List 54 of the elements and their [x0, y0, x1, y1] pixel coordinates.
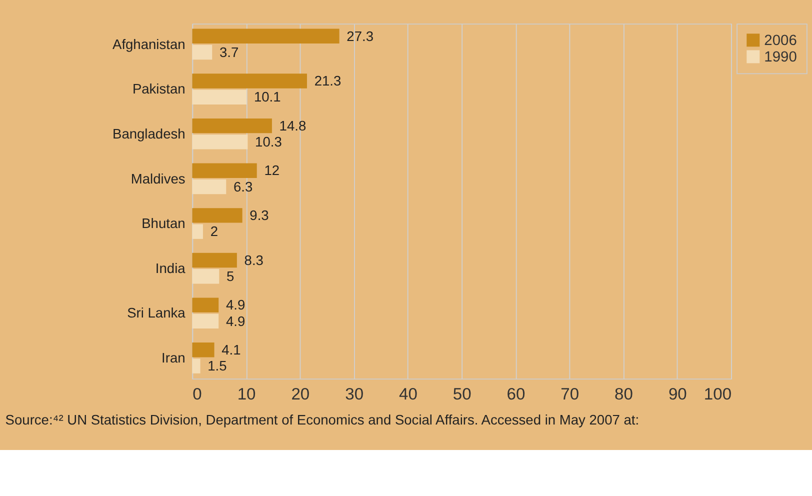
bar: [192, 90, 247, 104]
y-tick-label: India: [155, 260, 186, 276]
data-label: 2: [210, 224, 218, 240]
bar: [192, 269, 220, 284]
data-label: 5: [226, 268, 234, 284]
x-tick-label: 60: [506, 384, 526, 404]
data-label: 3.7: [219, 44, 239, 60]
x-tick-label: 50: [452, 384, 472, 404]
bar: [192, 358, 200, 374]
y-tick-label: Iran: [162, 350, 186, 366]
bar: [192, 342, 214, 358]
data-label: 10.1: [254, 90, 281, 105]
source-note: Source:⁴² UN Statistics Division, Department of Economics and Social Affairs. Accessed in May 2007 at:: [5, 412, 640, 428]
data-label: 12: [264, 163, 280, 178]
x-tick-label: 20: [291, 384, 310, 404]
x-tick-label: 90: [668, 384, 687, 404]
data-label: 9.3: [250, 208, 270, 224]
data-label: 10.3: [255, 134, 282, 150]
bar: [192, 44, 212, 60]
data-label: 14.8: [279, 118, 306, 134]
y-tick-label: Sri Lanka: [127, 306, 186, 321]
data-label: 1.5: [208, 358, 228, 374]
bar: [192, 208, 242, 223]
legend-label: 2006: [764, 32, 797, 49]
data-label: 21.3: [314, 74, 342, 89]
x-tick-label: 0: [192, 384, 202, 404]
y-tick-label: Maldives: [130, 171, 186, 186]
y-tick-label: Afghanistan: [112, 36, 186, 52]
data-label: 8.3: [244, 252, 264, 268]
x-tick-label: 30: [345, 384, 364, 404]
x-tick-label: 100: [704, 384, 732, 404]
data-label: 6.3: [234, 179, 253, 194]
x-tick-label: 10: [237, 384, 256, 404]
x-tick-label: 80: [614, 384, 633, 404]
y-tick-label: Bhutan: [142, 216, 186, 232]
bar: [192, 74, 307, 88]
bar: [192, 179, 226, 194]
bar: [192, 298, 219, 312]
bar: [192, 252, 237, 268]
data-label: 27.3: [346, 28, 374, 44]
data-label: 4.9: [226, 298, 246, 313]
bar: [192, 224, 203, 239]
bar: [192, 118, 272, 134]
y-tick-label: Pakistan: [132, 82, 186, 97]
bar: [192, 314, 219, 329]
data-label: 4.1: [222, 342, 241, 358]
y-tick-label: Bangladesh: [112, 126, 186, 142]
x-tick-label: 40: [399, 384, 418, 404]
x-tick-label: 70: [560, 384, 580, 404]
data-label: 4.9: [226, 314, 246, 329]
bar: [192, 28, 340, 44]
bar: [192, 134, 248, 150]
legend-label: 1990: [764, 49, 797, 66]
bar: [192, 163, 257, 178]
